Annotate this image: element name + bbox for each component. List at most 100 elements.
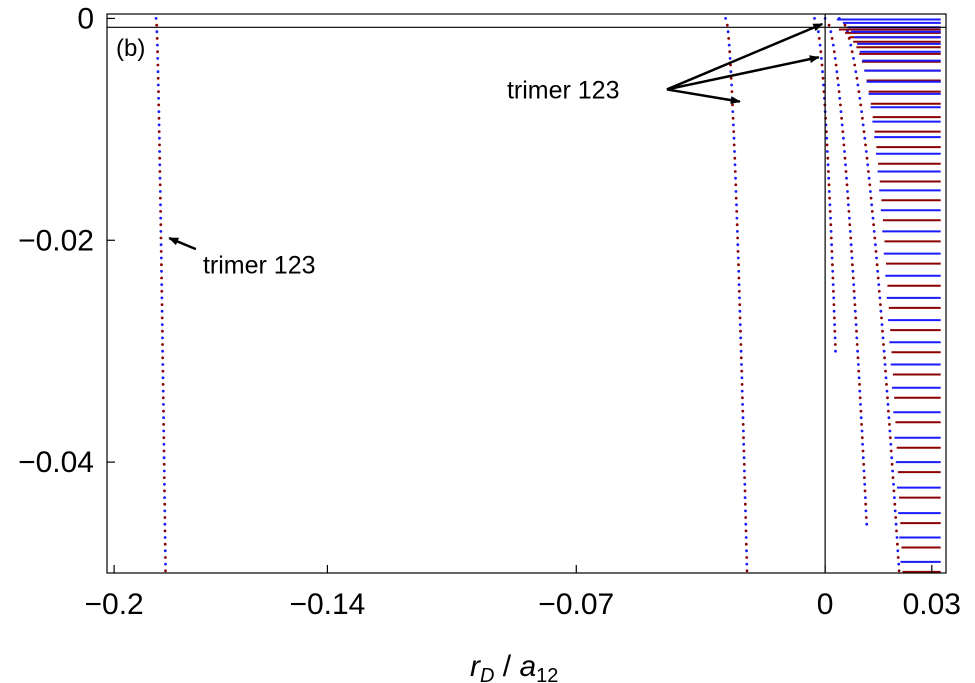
curve-point [738, 316, 742, 320]
curve-point [874, 243, 877, 247]
curve-point [857, 363, 860, 366]
curve-point [858, 96, 862, 100]
annotation-arrow [666, 88, 741, 105]
curve-point [853, 63, 857, 67]
curve-point [156, 57, 160, 60]
curve-point [742, 429, 745, 433]
curve-point [744, 522, 748, 526]
curve-point [888, 429, 892, 433]
curve-point [159, 256, 163, 260]
curve-point [732, 130, 736, 134]
curve-point [159, 223, 163, 227]
curve-point [828, 210, 832, 213]
curve-point [726, 30, 730, 34]
curve-point [731, 103, 734, 107]
curve-point [833, 57, 837, 60]
curve-point [158, 150, 162, 153]
curve-point [850, 50, 854, 54]
curve-point [744, 509, 747, 513]
curve-point [735, 223, 739, 227]
curve-point [880, 323, 884, 326]
curve-point [895, 529, 898, 533]
curve-point [851, 263, 854, 267]
curve-point [876, 269, 880, 273]
curve-point [742, 436, 745, 440]
curve-point [820, 63, 824, 67]
curve-point [893, 502, 897, 506]
curve-point [891, 469, 894, 473]
curve-point [864, 509, 868, 513]
curve-point [160, 263, 163, 267]
curve-point [861, 123, 865, 127]
curve-point [739, 356, 743, 360]
curve-point [877, 289, 881, 293]
curve-point [724, 17, 727, 20]
curve-point [162, 469, 166, 473]
curve-point [890, 456, 894, 460]
curve-point [737, 276, 741, 280]
curve-point [865, 522, 869, 526]
curve-point [737, 269, 741, 273]
curve-point [863, 476, 866, 479]
curve-point [829, 30, 833, 34]
curve-point [161, 396, 165, 400]
curve-point [157, 110, 161, 113]
curve-point [828, 196, 831, 200]
curve-point [870, 203, 874, 207]
curve-point [897, 569, 901, 573]
curve-point [163, 522, 167, 526]
curve-point [741, 409, 745, 413]
curve-point [849, 236, 853, 240]
curve-point [161, 389, 165, 393]
curve-point [817, 30, 820, 34]
curve-point [882, 343, 885, 346]
curve-point [819, 50, 823, 54]
curve-point [869, 196, 873, 200]
annotations: trimer 123 trimer 123 [168, 22, 824, 280]
curve-point [729, 76, 733, 80]
curve-point [157, 123, 161, 127]
curve-point [732, 123, 735, 127]
curve-point [736, 236, 739, 240]
curve-point [737, 289, 741, 293]
curve-point [742, 462, 746, 466]
curve-point [858, 383, 861, 386]
curve-point [163, 489, 166, 493]
curve-point [744, 542, 748, 546]
annotation-label: trimer 123 [507, 76, 620, 104]
curve-point [162, 442, 166, 446]
curve-point [163, 536, 167, 539]
curve-point [864, 143, 867, 147]
curve-point [162, 416, 166, 420]
curve-point [861, 442, 864, 446]
curve-point [736, 250, 740, 253]
curve-point [745, 569, 749, 573]
curve-point [832, 296, 836, 300]
curve-point [863, 489, 867, 493]
annotation-arrow [168, 236, 197, 251]
curve-point [894, 516, 898, 519]
curve-point [156, 50, 160, 54]
curve-point [735, 210, 739, 213]
curve-point [743, 489, 747, 493]
curve-point [161, 363, 165, 366]
curve-point [157, 116, 161, 120]
curve-point [849, 43, 853, 47]
annotation-arrow [666, 55, 820, 91]
curve-point [826, 156, 830, 160]
curve-point [839, 103, 842, 107]
curve-point [855, 343, 859, 346]
curve-point [886, 396, 889, 400]
curve-point [852, 283, 856, 286]
curve-point [729, 70, 733, 74]
curve-point [888, 423, 891, 426]
curve-point [864, 516, 868, 519]
curve-point [157, 103, 161, 107]
curve-point [861, 116, 864, 120]
curve-point [827, 170, 830, 173]
curve-point [159, 203, 162, 207]
curve-point [825, 136, 829, 140]
curve-point [856, 83, 860, 87]
curve-point [739, 349, 743, 353]
